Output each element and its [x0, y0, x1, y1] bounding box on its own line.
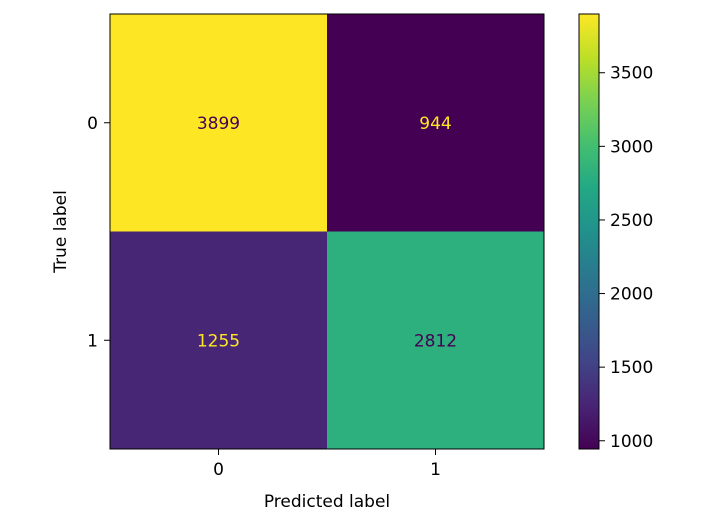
colorbar-tick-label-1: 1500	[610, 358, 653, 378]
heatmap-cell-1-0	[110, 231, 327, 449]
cell-value-0-1: 944	[419, 114, 451, 134]
colorbar-tick-label-3: 2500	[610, 211, 653, 231]
y-axis-label: True label	[51, 190, 71, 274]
x-axis-label: Predicted label	[264, 492, 390, 512]
x-tick-label-1: 1	[430, 460, 441, 480]
colorbar-tick-label-4: 3000	[610, 137, 653, 157]
y-axis-ticks: 01	[87, 114, 110, 351]
heatmap-cell-0-0	[110, 14, 327, 232]
colorbar-tick-label-2: 2000	[610, 285, 653, 305]
heatmap-cell-1-1	[327, 231, 544, 449]
heatmap-cell-0-1	[327, 14, 544, 232]
x-tick-label-0: 0	[213, 460, 224, 480]
heatmap-cells	[110, 14, 544, 449]
colorbar-tick-label-5: 3500	[610, 64, 653, 84]
y-tick-label-1: 1	[87, 331, 98, 351]
colorbar	[578, 13, 600, 450]
plot-frame	[109, 13, 545, 450]
cell-value-labels: 3899 944 1255 2812	[197, 114, 457, 352]
colorbar-tick-label-0: 1000	[610, 432, 653, 452]
y-tick-label-0: 0	[87, 114, 98, 134]
cell-value-0-0: 3899	[197, 114, 240, 134]
cell-value-1-1: 2812	[414, 331, 457, 351]
cell-value-1-0: 1255	[197, 331, 240, 351]
colorbar-ticks: 1000 1500 2000 2500 3000 3500	[599, 64, 653, 452]
